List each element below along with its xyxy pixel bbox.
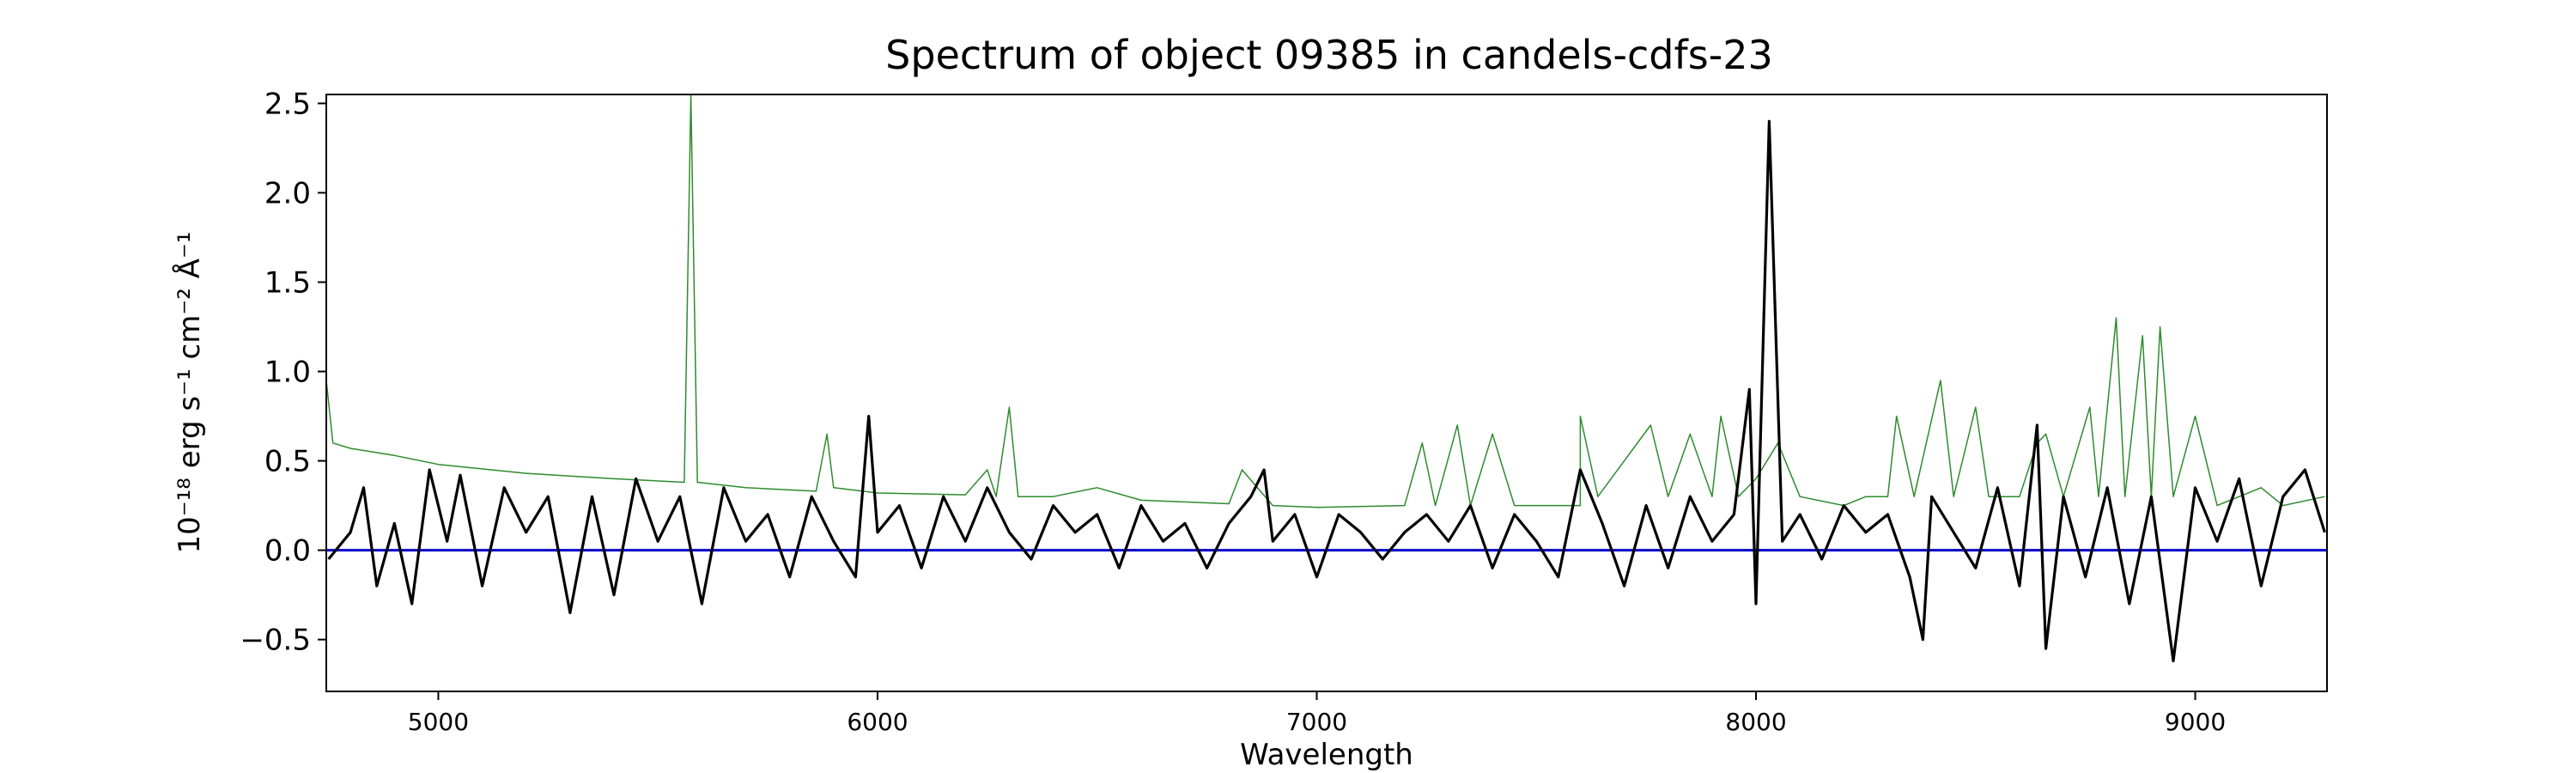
y-tick-label: 2.5 — [264, 87, 311, 121]
x-tick-label: 6000 — [847, 708, 908, 736]
x-tick-label: 7000 — [1286, 708, 1347, 736]
y-axis-label: 10⁻¹⁸ erg s⁻¹ cm⁻² Å⁻¹ — [172, 231, 207, 553]
y-tick-label: 1.0 — [264, 356, 311, 390]
y-tick-label: 1.5 — [264, 265, 311, 300]
flux-series-line — [327, 119, 2326, 663]
x-tick-label: 5000 — [408, 708, 469, 736]
x-axis-label: Wavelength — [1240, 738, 1413, 772]
chart-title: Spectrum of object 09385 in candels-cdfs… — [885, 32, 1773, 78]
y-tick-label: −0.5 — [240, 624, 311, 658]
y-tick-label: 0.0 — [264, 534, 311, 569]
x-tick-label: 9000 — [2165, 708, 2226, 736]
y-tick-label: 0.5 — [264, 445, 311, 479]
error-series-line — [326, 94, 2325, 508]
y-tick-label: 2.0 — [264, 176, 311, 210]
x-tick-label: 8000 — [1725, 708, 1786, 736]
plot-frame — [325, 94, 2328, 692]
